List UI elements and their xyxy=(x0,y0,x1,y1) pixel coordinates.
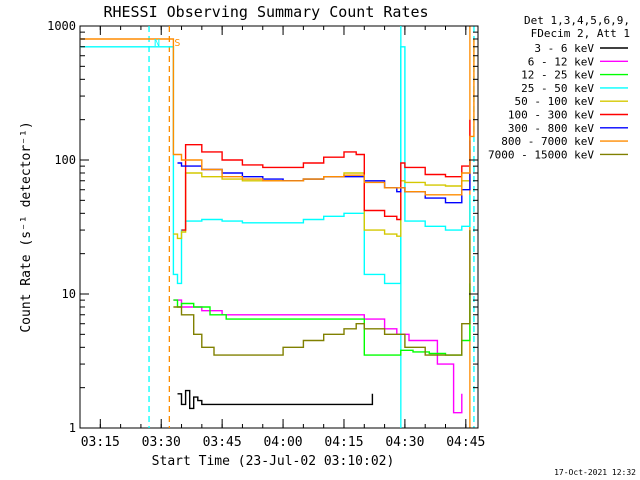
series-line-7 xyxy=(80,38,475,196)
legend-label: 3 - 6 keV xyxy=(534,42,594,55)
series-line-8 xyxy=(173,230,471,356)
legend-label: 800 - 7000 keV xyxy=(501,135,594,148)
series-line-6 xyxy=(177,140,471,204)
x-tick-label: 04:00 xyxy=(263,435,302,450)
series-line-0 xyxy=(177,389,374,410)
marker-label: N xyxy=(154,38,160,49)
y-axis-ticks: 1 10 100 1000 xyxy=(47,19,478,435)
x-tick-label: 03:15 xyxy=(81,435,120,450)
x-tick-label: 04:45 xyxy=(446,435,485,450)
x-axis-label: Start Time (23-Jul-02 03:10:02) xyxy=(152,454,395,469)
legend-label: 7000 - 15000 keV xyxy=(488,148,594,161)
legend-label: 300 - 800 keV xyxy=(508,122,594,135)
legend-label: 12 - 25 keV xyxy=(521,69,594,82)
series-line-5 xyxy=(181,119,471,231)
legend: Det 1,3,4,5,6,9, FDecim 2, Att 1 3 - 6 k… xyxy=(488,14,630,161)
legend-label: 6 - 12 keV xyxy=(528,55,595,68)
marker-label: S xyxy=(174,38,180,49)
legend-header-line-2: FDecim 2, Att 1 xyxy=(531,27,630,40)
y-tick-label: 100 xyxy=(54,153,76,167)
legend-header-line-1: Det 1,3,4,5,6,9, xyxy=(524,14,630,27)
legend-label: 25 - 50 keV xyxy=(521,82,594,95)
x-tick-label: 04:15 xyxy=(324,435,363,450)
footer-date: 17-Oct-2021 12:32 xyxy=(554,468,636,477)
y-axis-label: Count Rate (s⁻¹ detector⁻¹) xyxy=(19,121,34,332)
legend-label: 100 - 300 keV xyxy=(508,109,594,122)
chart-title: RHESSI Observing Summary Count Rates xyxy=(103,3,428,21)
series-line-1 xyxy=(173,299,463,414)
y-tick-label: 10 xyxy=(62,287,76,301)
series-line-3 xyxy=(80,46,471,285)
x-tick-label: 03:30 xyxy=(142,435,181,450)
legend-label: 50 - 100 keV xyxy=(515,95,595,108)
y-tick-label: 1000 xyxy=(47,19,76,33)
series-lines xyxy=(80,38,475,414)
x-tick-label: 04:30 xyxy=(385,435,424,450)
x-axis-ticks: 03:15 03:30 03:45 04:00 04:15 04:30 04:45 xyxy=(79,26,485,450)
series-line-2 xyxy=(173,283,471,356)
plot-frame xyxy=(79,25,479,429)
y-tick-label: 1 xyxy=(69,421,76,435)
x-tick-label: 03:45 xyxy=(203,435,242,450)
